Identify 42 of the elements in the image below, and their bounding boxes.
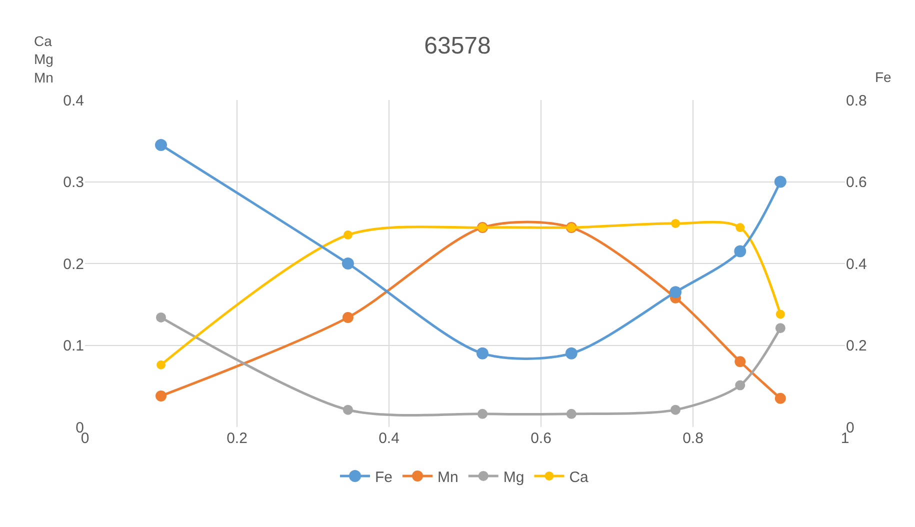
point [565,347,578,360]
point [670,286,682,298]
y-tick-label: 0.1 [63,338,84,354]
point [776,310,785,319]
point [156,360,166,370]
y2-tick-label: 0.4 [846,256,867,273]
legend-label: Fe [375,468,393,486]
point [342,312,354,323]
point [775,323,786,334]
x-tick-label: 0.2 [226,430,248,447]
y-tick-label: 0.4 [63,92,84,110]
legend-label: Mg [503,468,524,486]
point [735,380,746,390]
x-tick-label: 0.8 [682,430,704,447]
y2-axis-title: Fe [875,69,892,85]
point [670,404,681,415]
y2-tick-label: 0.2 [846,338,867,354]
point [342,404,353,415]
point [734,356,746,368]
point [774,176,786,188]
legend-label: Ca [569,468,590,486]
y-axis-title: Ca Mg Mn [34,33,54,86]
y2-tick-label: 0.8 [846,92,867,110]
point [734,245,746,258]
point [342,258,354,270]
point [155,138,167,151]
x-tick-label: 0.6 [530,430,552,447]
point [156,312,166,322]
point [156,390,166,402]
y2-tick-label: 0.6 [846,174,867,191]
point [736,223,745,232]
x-tick-label: 0.4 [378,430,400,447]
point [774,392,786,404]
point [476,347,488,360]
y-tick-label: 0.2 [63,256,84,273]
point [477,408,488,419]
legend-label: Mn [438,468,458,486]
point [343,230,352,240]
chart-title: 63578 [424,32,491,60]
y-tick-label: 0.3 [63,174,84,191]
point [671,218,680,228]
point [566,408,576,419]
